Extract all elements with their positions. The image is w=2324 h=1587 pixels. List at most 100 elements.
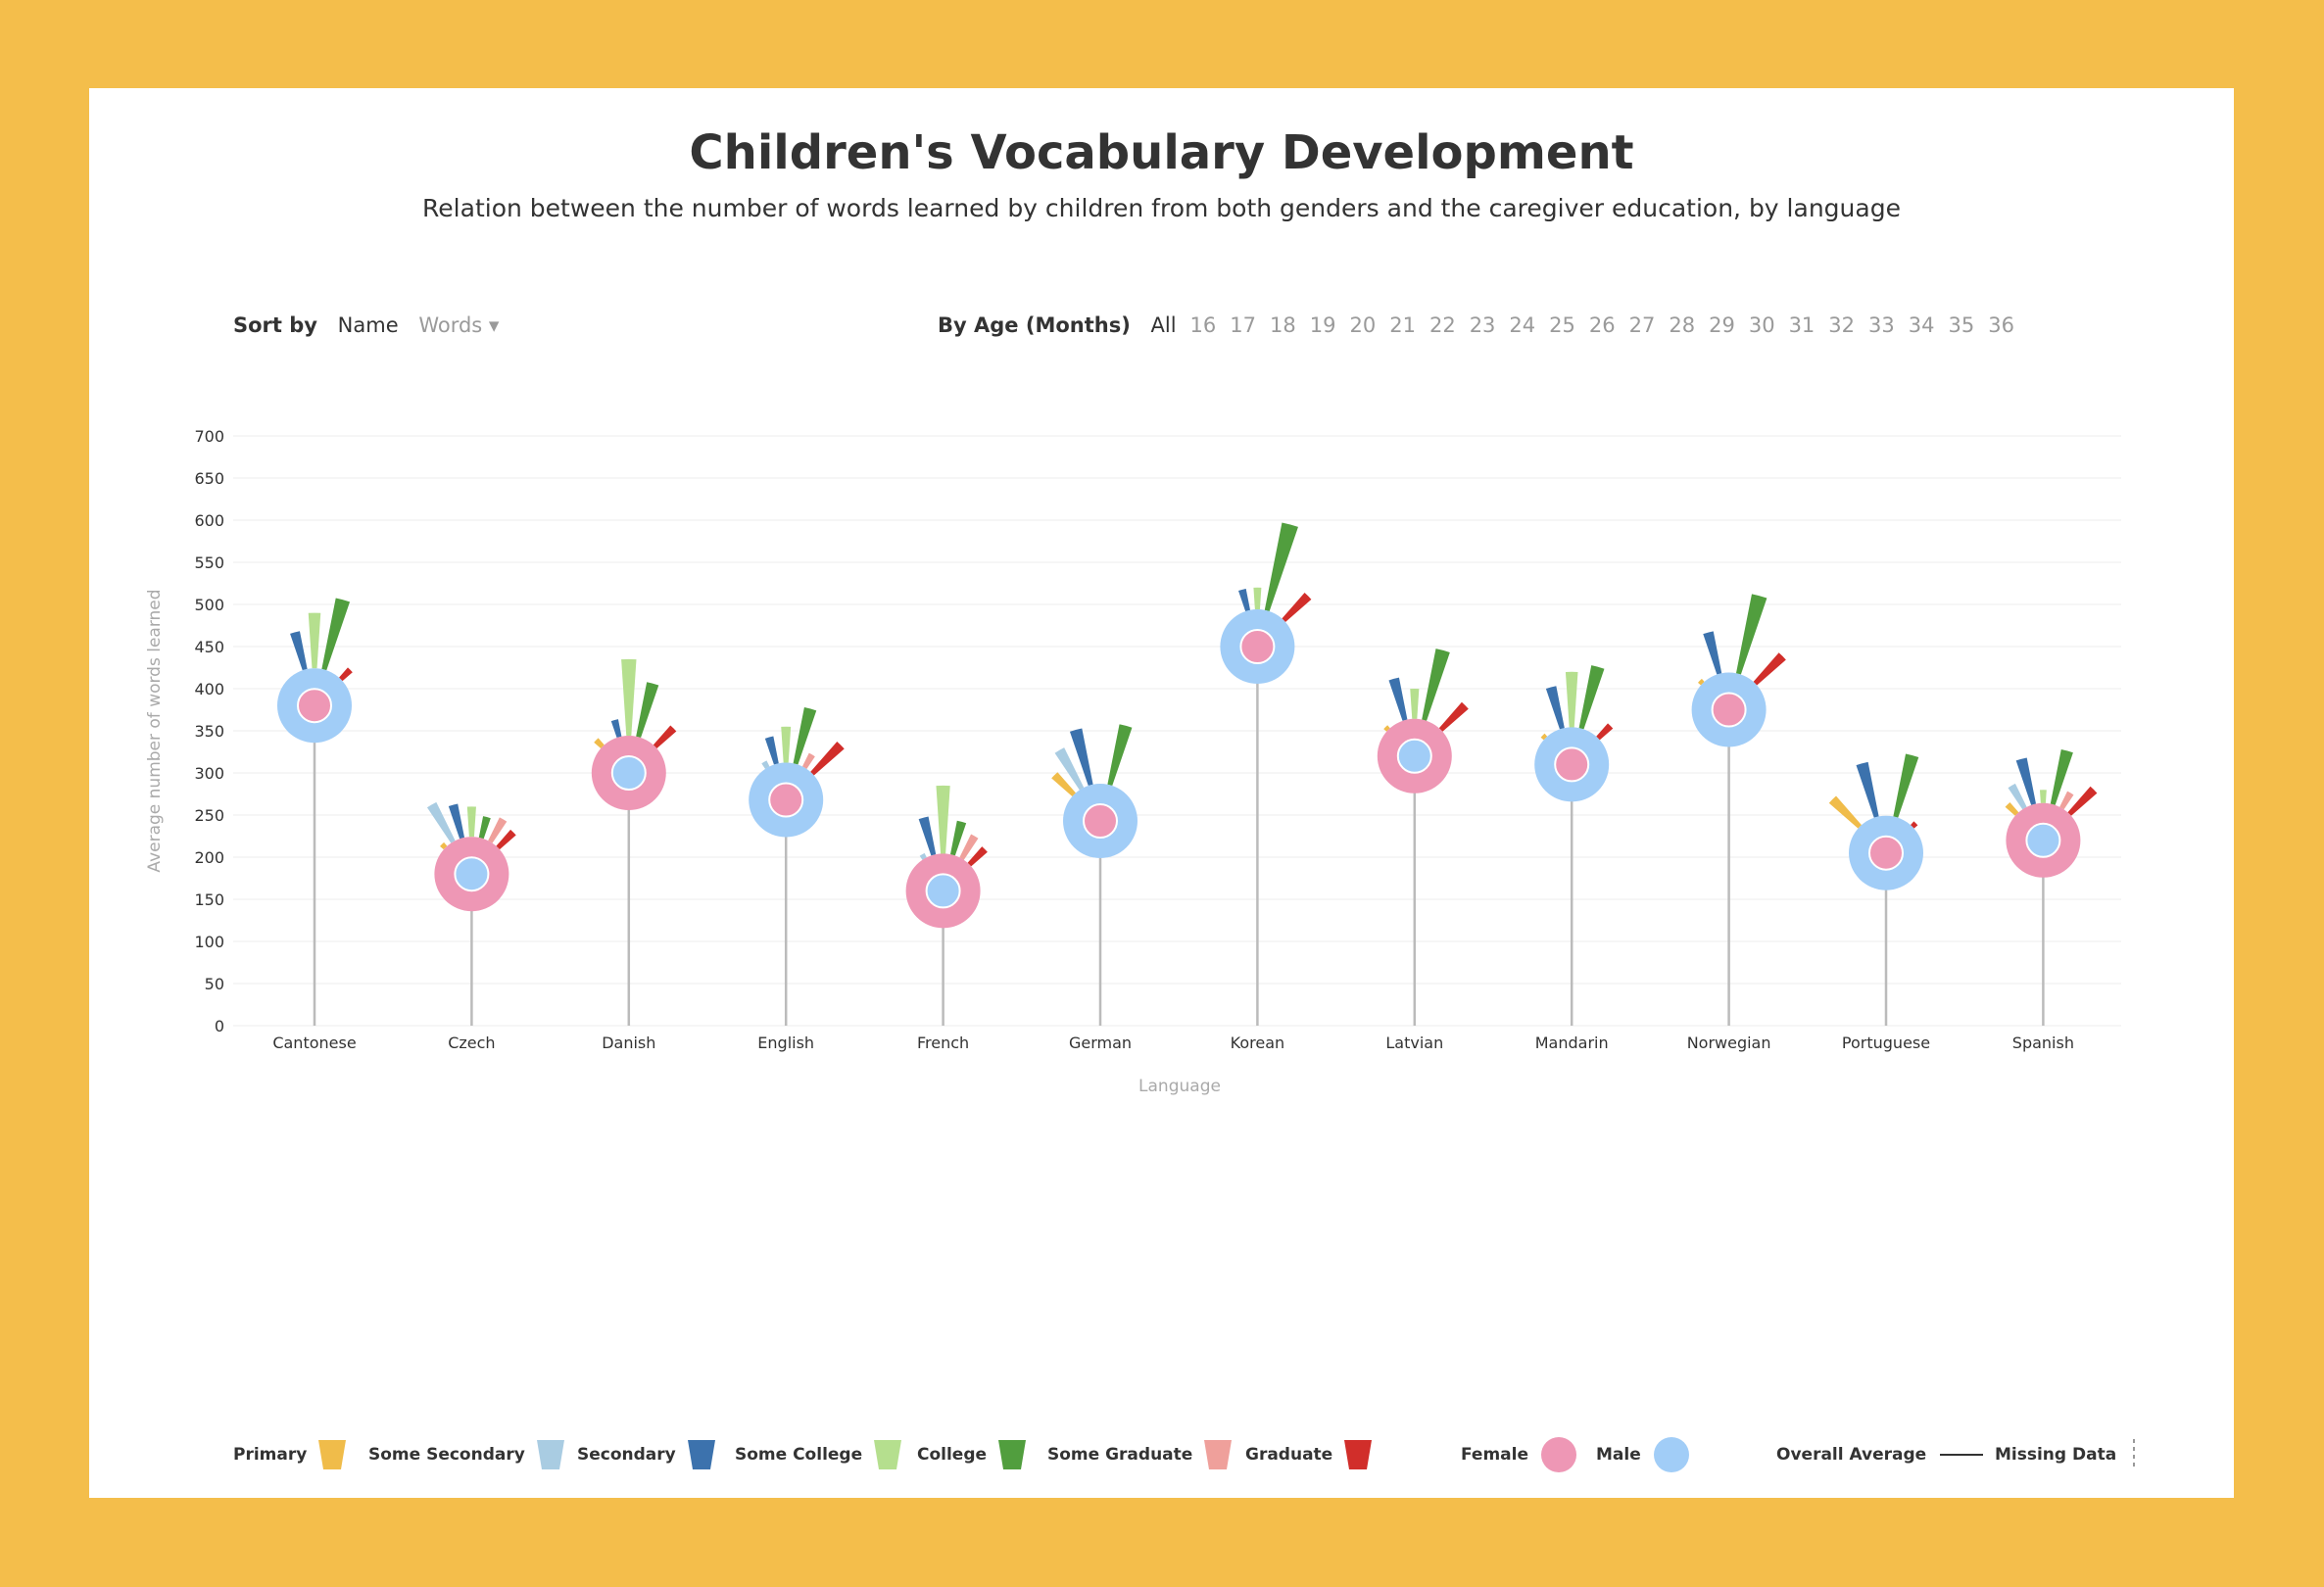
legend-swatch-overall-average: [1940, 1454, 1984, 1456]
wedge-latvian-college: [1422, 649, 1450, 721]
x-tick-label: Mandarin: [1535, 1034, 1609, 1052]
wedge-french-secondary: [918, 816, 937, 856]
wedge-french-some-secondary: [919, 852, 927, 860]
age-option-31[interactable]: 31: [1788, 313, 1816, 337]
wedge-danish-college: [636, 682, 659, 739]
inner-circle-french: [925, 873, 961, 909]
age-option-17[interactable]: 17: [1230, 313, 1257, 337]
age-option-22[interactable]: 22: [1428, 313, 1456, 337]
wedge-spanish-some-college: [2039, 790, 2047, 803]
legend-item-male: Male: [1596, 1435, 1690, 1474]
wedge-korean-graduate: [1282, 592, 1312, 622]
age-option-34[interactable]: 34: [1908, 313, 1935, 337]
age-option-35[interactable]: 35: [1948, 313, 1975, 337]
inner-circle-czech: [454, 856, 490, 892]
wedge-mandarin-some-college: [1565, 671, 1578, 728]
wedge-french-some-college: [936, 785, 950, 854]
inner-circle-cantonese: [297, 688, 332, 724]
legend-label-female: Female: [1461, 1445, 1528, 1465]
chart-title: Children's Vocabulary Development: [689, 125, 1634, 180]
legend-swatch-secondary: [687, 1440, 715, 1469]
wedge-mandarin-secondary: [1545, 686, 1565, 730]
inner-circle-mandarin: [1554, 746, 1590, 783]
age-filter-label: By Age (Months): [938, 313, 1131, 337]
legend-swatch-some-graduate: [1204, 1440, 1233, 1469]
legend-swatch-shape-college: [998, 1440, 1027, 1469]
wedge-mandarin-graduate: [1596, 723, 1614, 741]
wedge-english-some-graduate: [801, 752, 815, 769]
wedge-english-some-secondary: [761, 760, 770, 769]
age-option-26[interactable]: 26: [1588, 313, 1616, 337]
legend-label-overall-average: Overall Average: [1776, 1445, 1927, 1465]
age-option-33[interactable]: 33: [1868, 313, 1895, 337]
age-option-23[interactable]: 23: [1469, 313, 1496, 337]
x-tick-label: Latvian: [1385, 1034, 1443, 1052]
legend-item-missing-data: Missing Data: [1995, 1435, 2140, 1474]
sort-option-name[interactable]: Name: [337, 313, 399, 337]
legend-label-college: College: [917, 1445, 988, 1465]
inner-circle-latvian: [1396, 738, 1432, 774]
legend-swatch-male: [1653, 1437, 1689, 1472]
age-option-29[interactable]: 29: [1709, 313, 1735, 337]
age-option-all[interactable]: All: [1150, 313, 1177, 337]
age-filter: By Age (Months) All 16 17 18 19 20 21 22 23 24 25 2…: [938, 313, 2014, 337]
x-axis-label: Language: [1138, 1077, 1221, 1096]
inner-circle-norwegian: [1711, 692, 1747, 728]
x-tick-label: Danish: [602, 1034, 655, 1052]
legend-item-graduate: Graduate: [1245, 1435, 1373, 1474]
x-tick-label: Czech: [448, 1034, 495, 1052]
age-option-28[interactable]: 28: [1669, 313, 1696, 337]
y-tick-label: 50: [205, 975, 224, 993]
age-option-32[interactable]: 32: [1828, 313, 1856, 337]
x-tick-label: Portuguese: [1842, 1034, 1930, 1052]
wedge-spanish-secondary: [2015, 757, 2037, 805]
x-tick-label: Norwegian: [1687, 1034, 1771, 1052]
legend-item-college: College: [917, 1435, 1027, 1474]
wedge-german-primary: [1051, 772, 1076, 796]
age-option-27[interactable]: 27: [1628, 313, 1656, 337]
wedge-norwegian-graduate: [1753, 652, 1786, 686]
x-tick-label: Korean: [1231, 1034, 1285, 1052]
age-option-24[interactable]: 24: [1509, 313, 1536, 337]
wedge-spanish-some-graduate: [2059, 791, 2074, 810]
wedge-portuguese-secondary: [1856, 761, 1879, 818]
age-option-20[interactable]: 20: [1349, 313, 1377, 337]
wedge-german-some-secondary: [1054, 747, 1085, 791]
age-option-30[interactable]: 30: [1748, 313, 1775, 337]
wedge-norwegian-secondary: [1703, 631, 1722, 675]
wedge-cantonese-graduate: [339, 667, 353, 682]
age-option-18[interactable]: 18: [1270, 313, 1296, 337]
legend-swatch-circle-male: [1653, 1437, 1689, 1472]
wedge-french-graduate: [967, 846, 988, 867]
x-tick-label: Spanish: [2012, 1034, 2074, 1052]
age-option-21[interactable]: 21: [1389, 313, 1416, 337]
x-tick-label: German: [1069, 1034, 1132, 1052]
y-tick-label: 700: [194, 427, 224, 446]
legend-item-overall-average: Overall Average: [1776, 1435, 1985, 1474]
y-tick-label: 100: [194, 933, 224, 951]
legend-label-some-graduate: Some Graduate: [1047, 1445, 1193, 1465]
age-option-25[interactable]: 25: [1549, 313, 1575, 337]
wedge-mandarin-primary: [1540, 733, 1548, 741]
age-option-19[interactable]: 19: [1309, 313, 1336, 337]
inner-circle-korean: [1239, 629, 1276, 664]
age-option-16[interactable]: 16: [1189, 313, 1217, 337]
wedge-spanish-graduate: [2067, 786, 2098, 816]
y-tick-label: 350: [194, 722, 224, 741]
wedge-spanish-college: [2050, 749, 2073, 805]
y-tick-label: 300: [194, 764, 224, 783]
y-tick-label: 550: [194, 553, 224, 572]
legend-swatch-primary: [318, 1440, 347, 1469]
legend-swatch-shape-secondary: [687, 1440, 715, 1469]
sort-option-words[interactable]: Words ▾: [418, 313, 500, 337]
wedge-czech-college: [478, 816, 491, 840]
y-tick-label: 600: [194, 511, 224, 530]
age-option-36[interactable]: 36: [1988, 313, 2014, 337]
legend-label-missing-data: Missing Data: [1995, 1445, 2117, 1465]
wedge-spanish-primary: [2005, 801, 2019, 816]
legend-item-secondary: Secondary: [577, 1435, 715, 1474]
wedge-czech-some-college: [466, 806, 476, 838]
sort-control: Sort by Name Words ▾: [233, 313, 499, 337]
legend-swatch-circle-female: [1541, 1437, 1576, 1472]
wedge-korean-college: [1264, 522, 1298, 612]
